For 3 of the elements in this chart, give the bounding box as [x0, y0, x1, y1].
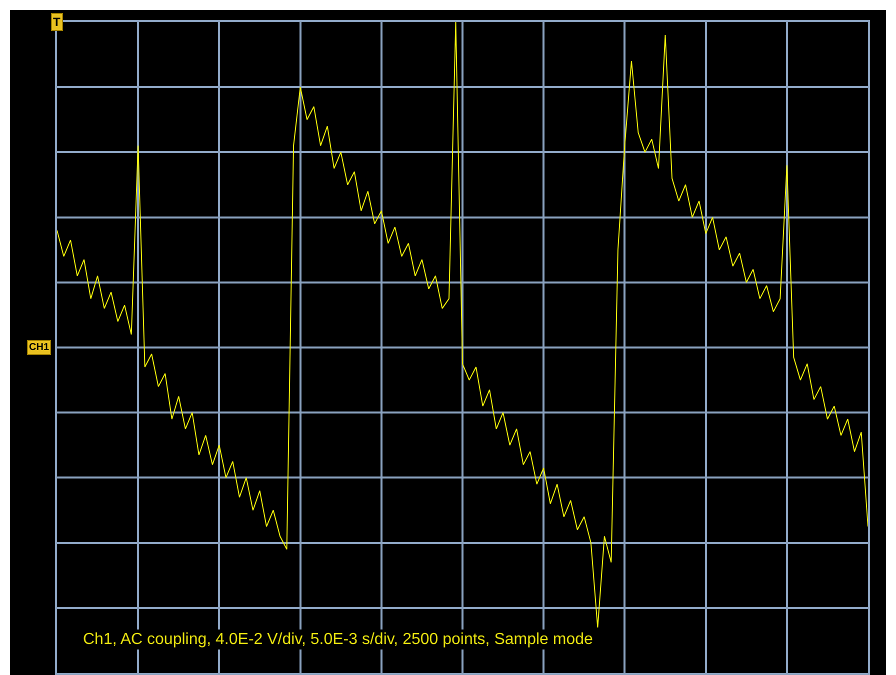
- text: CH1: [29, 342, 50, 353]
- text: Ch1, AC coupling, 4.0E-2 V/div, 5.0E-3 s/div, 2500 points, Sample mode: [83, 631, 594, 648]
- annotation: T: [53, 15, 61, 29]
